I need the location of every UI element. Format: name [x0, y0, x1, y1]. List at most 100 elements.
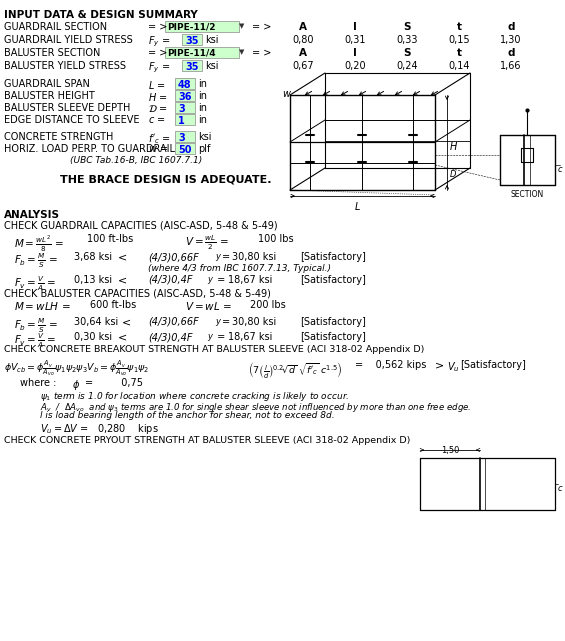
Text: 18,67 ksi: 18,67 ksi: [228, 275, 272, 285]
Text: <: <: [118, 275, 127, 285]
FancyBboxPatch shape: [175, 78, 195, 89]
Text: 50: 50: [178, 145, 192, 155]
Text: [Satisfactory]: [Satisfactory]: [460, 360, 526, 370]
Text: THE BRACE DESIGN IS ADEQUATE.: THE BRACE DESIGN IS ADEQUATE.: [60, 175, 272, 185]
Text: INPUT DATA & DESIGN SUMMARY: INPUT DATA & DESIGN SUMMARY: [4, 10, 198, 20]
Text: D: D: [450, 170, 457, 179]
Text: l is load bearing length of the anchor for shear, not to exceed 8d.: l is load bearing length of the anchor f…: [40, 411, 334, 420]
Text: EDGE DISTANCE TO SLEEVE: EDGE DISTANCE TO SLEEVE: [4, 115, 140, 125]
Text: S: S: [403, 22, 411, 32]
Text: 48: 48: [178, 80, 192, 90]
Text: $V_u = \Delta V$ =   0,280    kips: $V_u = \Delta V$ = 0,280 kips: [40, 422, 159, 436]
Text: CHECK CONCRETE BREAKOUT STRENGTH AT BALUSTER SLEEVE (ACI 318-02 Appendix D): CHECK CONCRETE BREAKOUT STRENGTH AT BALU…: [4, 345, 424, 354]
Text: <: <: [122, 317, 131, 327]
Text: $F_b = \frac{M}{S}$ =: $F_b = \frac{M}{S}$ =: [14, 252, 58, 271]
Text: 0,31: 0,31: [344, 35, 366, 45]
Text: $L$ =: $L$ =: [148, 79, 166, 91]
Text: 1,66: 1,66: [500, 61, 521, 71]
Text: =: =: [222, 252, 230, 262]
Text: $c$ =: $c$ =: [148, 115, 166, 125]
Text: [Satisfactory]: [Satisfactory]: [300, 252, 366, 262]
Text: BALUSTER HEIGHT: BALUSTER HEIGHT: [4, 91, 95, 101]
FancyBboxPatch shape: [165, 47, 239, 58]
Text: $\phi$: $\phi$: [72, 378, 80, 392]
Text: in: in: [198, 103, 207, 113]
Text: $\phi V_{cb} = \phi \frac{A_v}{A_{vo}} \psi_1 \psi_2 \psi_3 V_b = \phi \frac{A_v: $\phi V_{cb} = \phi \frac{A_v}{A_{vo}} \…: [4, 360, 150, 379]
Text: CHECK GUARDRAIL CAPACITIES (AISC-ASD, 5-48 & 5-49): CHECK GUARDRAIL CAPACITIES (AISC-ASD, 5-…: [4, 221, 277, 231]
Text: 0,24: 0,24: [396, 61, 418, 71]
Text: 1: 1: [178, 116, 185, 126]
Text: = >: = >: [252, 22, 271, 32]
FancyBboxPatch shape: [182, 60, 202, 71]
Text: t: t: [457, 22, 462, 32]
FancyBboxPatch shape: [175, 114, 195, 125]
Text: $H$ =: $H$ =: [148, 91, 168, 103]
Text: 200 lbs: 200 lbs: [250, 300, 286, 310]
Text: y: y: [215, 317, 220, 326]
Text: $A_v$  /  $\Delta A_{vo}$  and $\psi_3$ terms are 1.0 for single shear sleeve no: $A_v$ / $\Delta A_{vo}$ and $\psi_3$ ter…: [40, 401, 471, 414]
Text: 0,13 ksi: 0,13 ksi: [74, 275, 112, 285]
Text: plf: plf: [198, 144, 210, 154]
Text: 0,80: 0,80: [292, 35, 314, 45]
Text: $F_b = \frac{M}{S}$ =: $F_b = \frac{M}{S}$ =: [14, 317, 58, 335]
FancyBboxPatch shape: [175, 90, 195, 101]
Text: y: y: [207, 332, 212, 341]
Text: y: y: [215, 252, 220, 261]
Text: 0,33: 0,33: [396, 35, 418, 45]
Text: 30,80 ksi: 30,80 ksi: [232, 252, 276, 262]
Text: $f'_c$ =: $f'_c$ =: [148, 132, 171, 146]
FancyBboxPatch shape: [175, 131, 195, 142]
Text: 36: 36: [178, 92, 192, 102]
Text: = >: = >: [148, 22, 167, 32]
Text: c: c: [558, 165, 563, 174]
Text: PIPE-11/2: PIPE-11/2: [167, 23, 215, 32]
Text: GUARDRAIL YIELD STRESS: GUARDRAIL YIELD STRESS: [4, 35, 133, 45]
Text: CHECK CONCRETE PRYOUT STRENGTH AT BALUSTER SLEEVE (ACI 318-02 Appendix D): CHECK CONCRETE PRYOUT STRENGTH AT BALUST…: [4, 436, 410, 445]
Text: 3: 3: [178, 104, 185, 114]
Text: 600 ft-lbs: 600 ft-lbs: [90, 300, 136, 310]
Text: 0,15: 0,15: [448, 35, 470, 45]
Text: BALUSTER SECTION: BALUSTER SECTION: [4, 48, 101, 58]
Text: 30,80 ksi: 30,80 ksi: [232, 317, 276, 327]
Text: (4/3)0,66F: (4/3)0,66F: [148, 252, 199, 262]
Text: 35: 35: [185, 36, 198, 46]
Text: $M = wLH$ =: $M = wLH$ =: [14, 300, 71, 312]
Text: A: A: [299, 48, 307, 58]
Text: $w$ =: $w$ =: [148, 144, 168, 154]
Text: =: =: [222, 317, 230, 327]
Text: =         0,75: = 0,75: [85, 378, 143, 388]
Text: I: I: [353, 22, 357, 32]
Text: $\psi_1$ term is 1.0 for location where concrete cracking is likely to occur.: $\psi_1$ term is 1.0 for location where …: [40, 390, 349, 403]
Text: 0,67: 0,67: [292, 61, 314, 71]
Text: = >: = >: [148, 48, 167, 58]
Text: 0,20: 0,20: [344, 61, 366, 71]
Text: <: <: [118, 252, 127, 262]
Text: H: H: [450, 142, 458, 152]
Text: d: d: [507, 22, 515, 32]
Text: 1,50: 1,50: [441, 446, 459, 455]
FancyBboxPatch shape: [175, 102, 195, 113]
Text: GUARDRAIL SECTION: GUARDRAIL SECTION: [4, 22, 107, 32]
Text: =: =: [214, 332, 225, 342]
Text: 3,68 ksi: 3,68 ksi: [74, 252, 112, 262]
Text: [Satisfactory]: [Satisfactory]: [300, 317, 366, 327]
Text: where :: where :: [20, 378, 56, 388]
Text: 18,67 ksi: 18,67 ksi: [228, 332, 272, 342]
Text: ksi: ksi: [205, 61, 219, 71]
Text: $V_u$: $V_u$: [447, 360, 460, 374]
Text: =    0,562 kips: = 0,562 kips: [355, 360, 427, 370]
FancyBboxPatch shape: [182, 34, 202, 45]
Text: $M = \frac{wL^2}{8}$ =: $M = \frac{wL^2}{8}$ =: [14, 234, 64, 254]
Text: 30,64 ksi: 30,64 ksi: [74, 317, 118, 327]
Text: CONCRETE STRENGTH: CONCRETE STRENGTH: [4, 132, 114, 142]
Text: L: L: [354, 202, 360, 212]
Text: (4/3)0,66F: (4/3)0,66F: [148, 317, 199, 327]
Text: in: in: [198, 115, 207, 125]
Text: CHECK BALUSTER CAPACITIES (AISC-ASD, 5-48 & 5-49): CHECK BALUSTER CAPACITIES (AISC-ASD, 5-4…: [4, 288, 271, 298]
Text: (4/3)0,4F: (4/3)0,4F: [148, 332, 193, 342]
Text: GUARDRAIL SPAN: GUARDRAIL SPAN: [4, 79, 90, 89]
Text: =: =: [214, 275, 225, 285]
Text: $\left(7\left(\frac{l}{d}\right)^{\!0.2}\!\sqrt{d}\;\sqrt{f'_c}\;c^{1.5}\right)$: $\left(7\left(\frac{l}{d}\right)^{\!0.2}…: [248, 360, 342, 380]
Text: $V = wL$ =: $V = wL$ =: [185, 300, 232, 312]
Text: $F_y$ =: $F_y$ =: [148, 61, 170, 76]
